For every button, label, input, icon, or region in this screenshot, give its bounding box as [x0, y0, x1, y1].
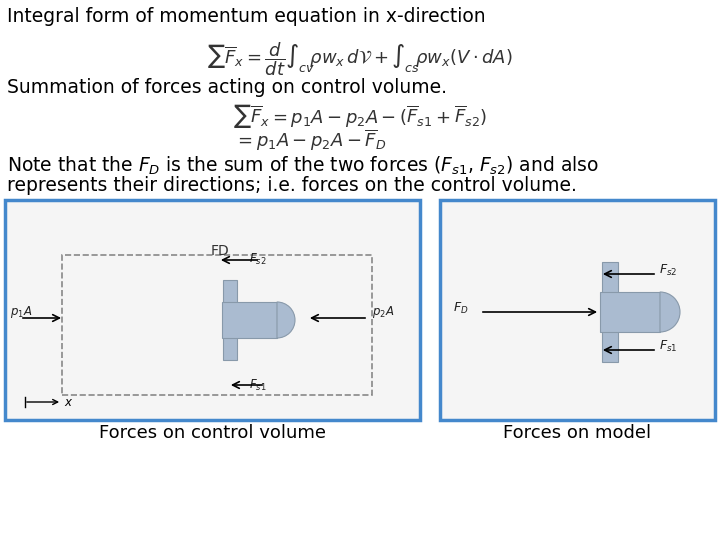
Text: $F_{s2}$: $F_{s2}$	[659, 262, 678, 278]
Bar	[602, 262, 618, 362]
Text: $\sum\overline{F}_x = p_1 A - p_2 A - (\overline{F}_{s1} + \overline{F}_{s2})$: $\sum\overline{F}_x = p_1 A - p_2 A - (\…	[233, 102, 487, 130]
Text: FD: FD	[211, 244, 230, 258]
Bar	[600, 292, 660, 332]
Text: $\sum\overline{F}_x = \dfrac{d}{dt}\int_{cv}\!\rho w_x\,d\mathcal{V} + \int_{cs}: $\sum\overline{F}_x = \dfrac{d}{dt}\int_…	[207, 40, 513, 78]
Text: Note that the $F_D$ is the sum of the two forces ($F_{s1}$, $F_{s2}$) and also: Note that the $F_D$ is the sum of the tw…	[7, 155, 599, 177]
Bar	[223, 280, 237, 360]
Text: $p_1 A$: $p_1 A$	[10, 304, 32, 320]
Bar	[5, 200, 420, 420]
Text: Integral form of momentum equation in x-direction: Integral form of momentum equation in x-…	[7, 7, 485, 26]
Text: $x$: $x$	[64, 395, 73, 408]
Text: $F_{s1}$: $F_{s1}$	[659, 339, 678, 354]
Text: $F_{s1}$: $F_{s1}$	[249, 378, 267, 393]
Text: Forces on control volume: Forces on control volume	[99, 424, 326, 442]
Text: represents their directions; i.e. forces on the control volume.: represents their directions; i.e. forces…	[7, 176, 577, 195]
Bar	[222, 302, 277, 338]
Text: $F_D$: $F_D$	[453, 300, 469, 315]
Wedge shape	[660, 292, 680, 332]
Text: $= p_1 A - p_2 A - \overline{F}_D$: $= p_1 A - p_2 A - \overline{F}_D$	[234, 128, 386, 153]
Bar	[440, 200, 715, 420]
Text: $F_{s2}$: $F_{s2}$	[249, 252, 266, 267]
Text: $p_2 A$: $p_2 A$	[372, 304, 395, 320]
Text: Summation of forces acting on control volume.: Summation of forces acting on control vo…	[7, 78, 447, 97]
Bar	[62, 255, 372, 395]
Text: Forces on model: Forces on model	[503, 424, 652, 442]
Wedge shape	[277, 302, 295, 338]
